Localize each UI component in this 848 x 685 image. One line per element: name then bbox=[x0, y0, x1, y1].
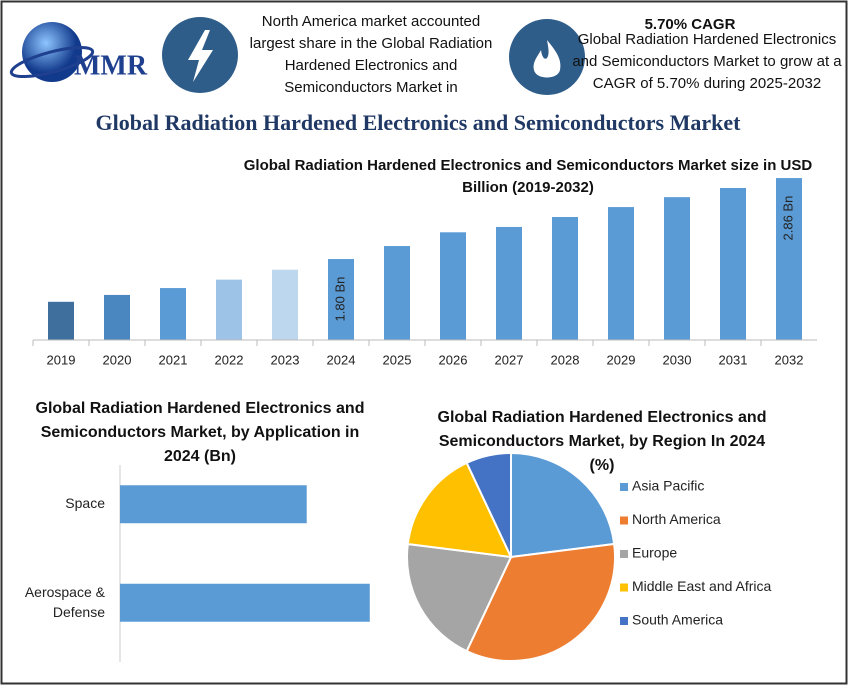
legend-label: Asia Pacific bbox=[632, 478, 704, 494]
x-tick-label: 2025 bbox=[383, 352, 412, 367]
bar bbox=[608, 207, 634, 340]
x-tick-label: 2031 bbox=[719, 352, 748, 367]
logo-globe bbox=[9, 22, 95, 82]
x-tick-label: 2029 bbox=[607, 352, 636, 367]
legend-swatch bbox=[620, 516, 628, 525]
x-tick-label: 2027 bbox=[495, 352, 524, 367]
x-tick-label: 2022 bbox=[215, 352, 244, 367]
cagr-text: 5.70% CAGR bbox=[644, 16, 736, 33]
bar bbox=[384, 246, 410, 340]
chart-title: Global Radiation Hardened Electronics an… bbox=[35, 400, 365, 465]
pie-slice bbox=[465, 451, 512, 558]
value-label: 2.86 Bn bbox=[780, 196, 795, 241]
x-tick-label: 2020 bbox=[103, 352, 132, 367]
legend-label: North America bbox=[632, 511, 721, 527]
chart-title: Global Radiation Hardened Electronics an… bbox=[437, 409, 767, 474]
legend-swatch bbox=[620, 583, 628, 592]
legend-label: Europe bbox=[632, 545, 677, 561]
legend-label: South America bbox=[632, 612, 723, 628]
bar bbox=[216, 279, 242, 340]
bar bbox=[496, 226, 522, 340]
x-tick-label: 2021 bbox=[159, 352, 188, 367]
pie-slice bbox=[406, 461, 513, 559]
x-tick-label: 2030 bbox=[663, 352, 692, 367]
pie-slice bbox=[510, 451, 616, 559]
legend-swatch bbox=[620, 483, 628, 491]
bar bbox=[48, 301, 74, 340]
legend-swatch bbox=[620, 550, 628, 558]
bar bbox=[720, 187, 746, 340]
bar bbox=[440, 232, 466, 340]
bar bbox=[104, 294, 130, 340]
y-tick-label: Space bbox=[65, 495, 105, 511]
bolt-icon bbox=[162, 17, 238, 93]
x-tick-label: 2026 bbox=[439, 352, 468, 367]
bar bbox=[120, 485, 307, 524]
x-tick-label: 2032 bbox=[775, 352, 804, 367]
x-tick-label: 2019 bbox=[47, 352, 76, 367]
highlight-text: North America market accounted largest s… bbox=[249, 13, 493, 96]
y-tick-label: Aerospace & Defense bbox=[25, 583, 106, 619]
bar bbox=[552, 217, 578, 340]
x-tick-label: 2028 bbox=[551, 352, 580, 367]
legend-swatch bbox=[620, 617, 628, 625]
x-tick-label: 2024 bbox=[327, 352, 356, 367]
highlight-text: Global Radiation Hardened Electronics an… bbox=[572, 31, 842, 92]
bar bbox=[160, 288, 186, 340]
bar bbox=[664, 197, 690, 340]
pie-slice bbox=[406, 542, 513, 653]
x-tick-label: 2023 bbox=[271, 352, 300, 367]
value-label: 1.80 Bn bbox=[332, 277, 347, 322]
bar bbox=[328, 259, 354, 340]
bar bbox=[272, 269, 298, 340]
flame-icon bbox=[509, 19, 585, 95]
chart-title: Global Radiation Hardened Electronics an… bbox=[243, 157, 813, 196]
bar bbox=[776, 178, 802, 340]
legend-label: Middle East and Africa bbox=[632, 578, 772, 594]
bar bbox=[120, 583, 370, 622]
logo-text: MMR bbox=[74, 50, 148, 81]
main-title: Global Radiation Hardened Electronics an… bbox=[95, 110, 741, 135]
